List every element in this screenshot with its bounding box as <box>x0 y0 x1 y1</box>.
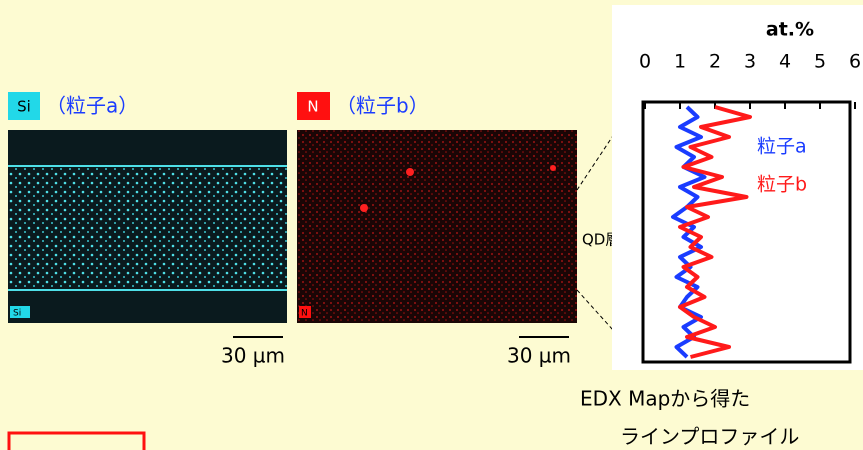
x-tick-label: 2 <box>709 51 721 73</box>
map-label: （粒子a） <box>46 94 138 118</box>
x-tick-label: 3 <box>744 51 756 73</box>
scale-label: 30 µm <box>507 344 571 368</box>
legend-label: 粒子a <box>757 136 807 158</box>
x-tick-label: 4 <box>779 51 791 73</box>
map-spot <box>360 204 368 212</box>
map-dots <box>8 167 287 290</box>
caption: ラインプロファイル <box>620 425 799 449</box>
x-tick-label: 5 <box>814 51 826 73</box>
map-spot <box>406 168 414 176</box>
x-tick-label: 0 <box>639 51 651 73</box>
highlight-box <box>9 433 144 450</box>
element-name: Si <box>17 98 31 116</box>
corner-label: Si <box>13 309 21 319</box>
legend-label: 粒子b <box>757 174 807 196</box>
scale-label: 30 µm <box>221 344 285 368</box>
map-dots <box>297 130 577 323</box>
corner-label: N <box>301 309 308 319</box>
axis-title: at.% <box>766 19 814 41</box>
map-label: （粒子b） <box>336 94 429 118</box>
x-tick-label: 1 <box>674 51 686 73</box>
x-tick-label: 6 <box>849 51 861 73</box>
slide: Si （粒子a） Si 30 µm N （粒子b） N 30 µm QD層 at… <box>0 0 863 450</box>
map-spot <box>550 165 556 171</box>
caption: EDX Mapから得た <box>580 387 750 411</box>
element-name: N <box>307 98 318 116</box>
